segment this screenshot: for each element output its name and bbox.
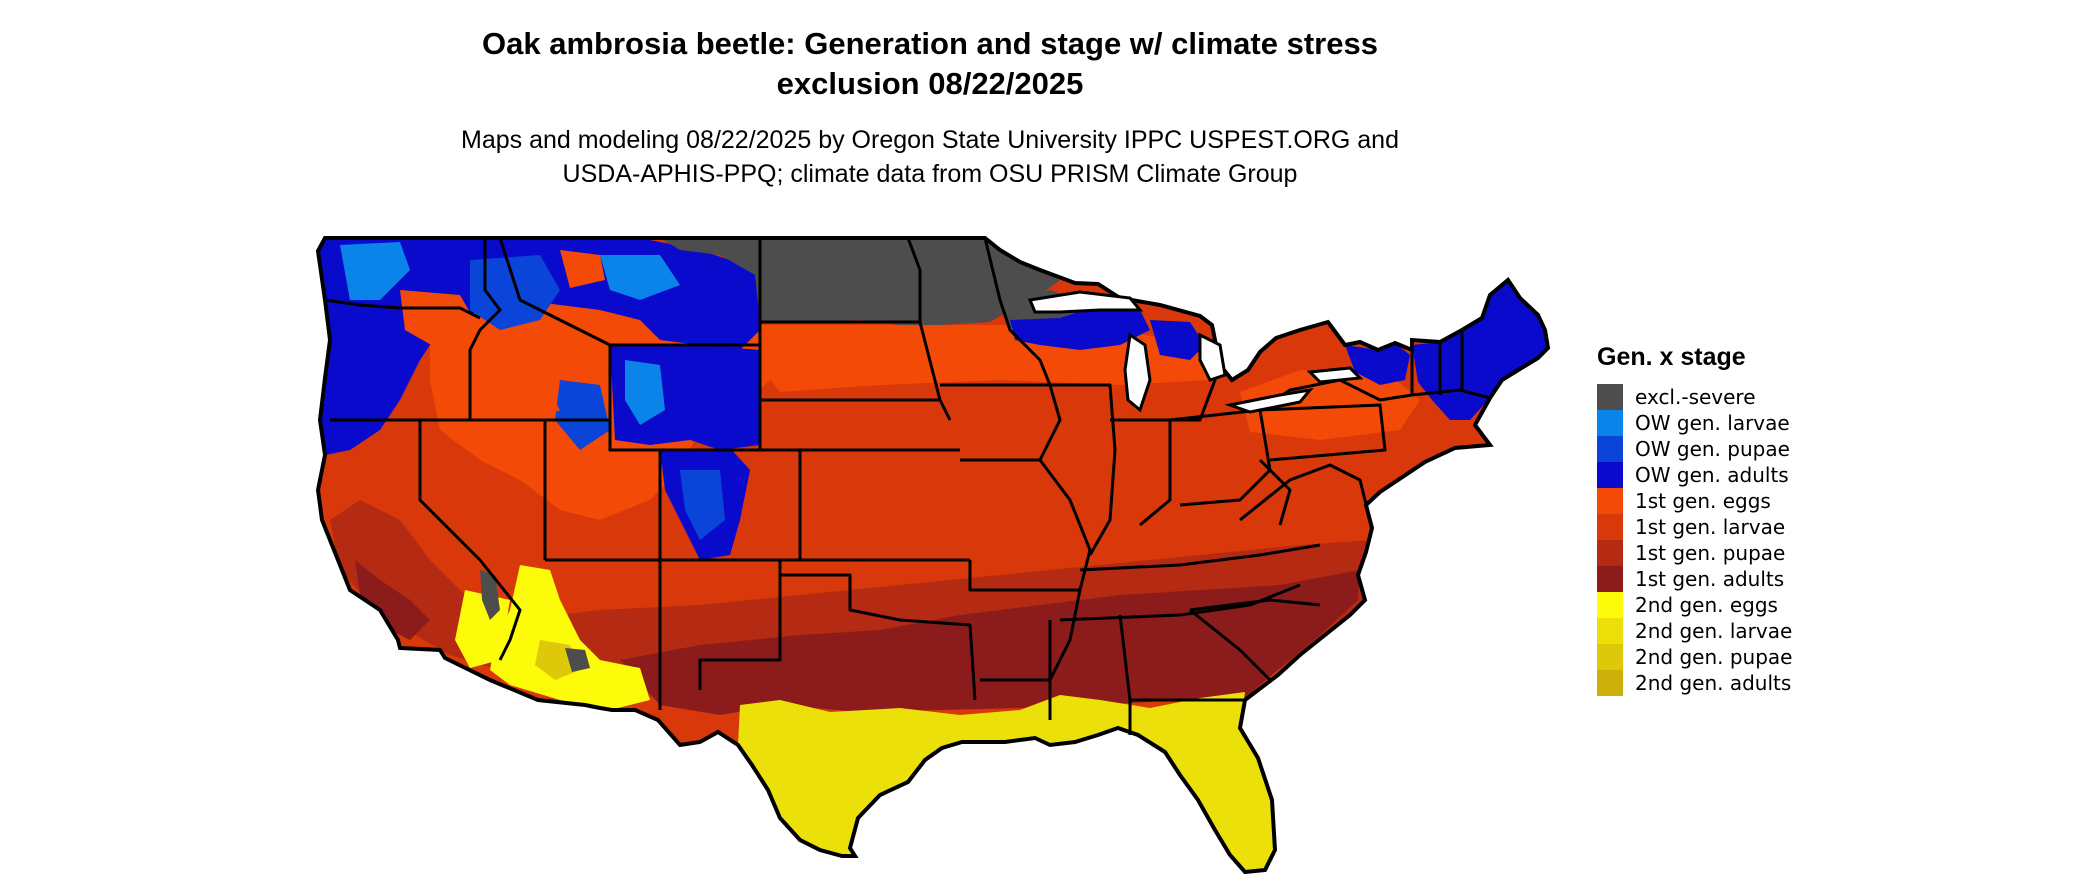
- legend-item: OW gen. adults: [1597, 462, 1857, 488]
- state-borders: [324, 236, 1491, 735]
- map-subtitle-line-2: USDA-APHIS-PPQ; climate data from OSU PR…: [562, 160, 1298, 188]
- border-wv: [1258, 458, 1292, 526]
- legend-swatch: [1597, 644, 1623, 670]
- region-adirondack-ow-adults: [1345, 343, 1410, 385]
- lake-michigan: [1123, 332, 1152, 413]
- lake-ontario: [1306, 366, 1364, 384]
- region-deep-south-1st-gen-adults: [620, 570, 1360, 715]
- legend-item: 2nd gen. pupae: [1597, 644, 1857, 670]
- border-id: [468, 238, 502, 420]
- legend-swatch: [1597, 670, 1623, 696]
- legend-label: excl.-severe: [1635, 385, 1756, 409]
- border-va: [1239, 463, 1372, 522]
- legend-label: 2nd gen. adults: [1635, 671, 1792, 695]
- legend-label: 1st gen. larvae: [1635, 515, 1786, 539]
- legend-label: 2nd gen. larvae: [1635, 619, 1793, 643]
- legend-title: Gen. x stage: [1597, 343, 1746, 371]
- region-lower-michigan-ow-adults: [1150, 320, 1205, 360]
- region-colorado-ow-pupae: [680, 470, 725, 540]
- legend-item: OW gen. pupae: [1597, 436, 1857, 462]
- legend-item: 1st gen. larvae: [1597, 514, 1857, 540]
- region-california-1st-gen-adults: [355, 560, 430, 640]
- legend-label: 1st gen. eggs: [1635, 489, 1771, 513]
- border-mn-wi: [983, 237, 1052, 386]
- legend-label: OW gen. larvae: [1635, 411, 1790, 435]
- lake-erie: [1224, 387, 1314, 414]
- region-idaho-ow-pupae: [470, 255, 560, 330]
- region-california-excluded-strip: [480, 570, 500, 620]
- map-subtitle-line-1: Maps and modeling 08/22/2025 by Oregon S…: [461, 126, 1399, 154]
- border-ok-tx: [780, 573, 977, 701]
- legend-label: OW gen. pupae: [1635, 437, 1790, 461]
- border-ky-tn: [1079, 543, 1321, 572]
- border-nm: [660, 558, 782, 690]
- lake-superior: [1027, 290, 1144, 314]
- legend-item: 1st gen. eggs: [1597, 488, 1857, 514]
- border-pa: [1259, 403, 1387, 462]
- legend-swatch: [1597, 514, 1623, 540]
- border-nc-sc: [1189, 598, 1321, 612]
- region-northeast-1st-gen-eggs: [1240, 370, 1420, 440]
- map-title-line-2: exclusion 08/22/2025: [776, 66, 1084, 101]
- legend-item: 1st gen. pupae: [1597, 540, 1857, 566]
- legend-label: 2nd gen. pupae: [1635, 645, 1793, 669]
- region-montana-ow-larvae: [600, 255, 680, 300]
- legend-item: 2nd gen. eggs: [1597, 592, 1857, 618]
- legend-swatch: [1597, 384, 1623, 410]
- border-wa-or: [324, 298, 481, 320]
- border-ca-nv: [418, 420, 522, 661]
- border-il: [1050, 383, 1117, 556]
- region-utah-ow-pupae: [555, 380, 610, 450]
- region-upper-michigan-ow-adults: [1010, 305, 1150, 350]
- region-idaho-1st-gen-eggs: [490, 375, 560, 430]
- legend-item: OW gen. larvae: [1597, 410, 1857, 436]
- legend-swatch: [1597, 618, 1623, 644]
- region-northeast-ow-adults: [1412, 280, 1548, 420]
- region-gulf-coast-2nd-gen-larvae: [738, 692, 1275, 872]
- legend-swatch: [1597, 566, 1623, 592]
- border-id-mt: [485, 236, 611, 347]
- legend-item: 2nd gen. adults: [1597, 670, 1857, 696]
- great-lakes: [1027, 290, 1364, 414]
- region-southern-arizona-2nd-gen-eggs: [490, 565, 650, 710]
- legend-label: 1st gen. adults: [1635, 567, 1785, 591]
- legend-label: 1st gen. pupae: [1635, 541, 1786, 565]
- legend-swatch: [1597, 488, 1623, 514]
- legend-label: OW gen. adults: [1635, 463, 1789, 487]
- region-montana-1st-gen-eggs: [560, 250, 605, 288]
- region-washington-ow-larvae: [340, 242, 410, 300]
- legend-swatch: [1597, 592, 1623, 618]
- border-mn: [906, 237, 942, 401]
- legend-item: 1st gen. adults: [1597, 566, 1857, 592]
- region-oregon-1st-gen-eggs: [400, 290, 480, 350]
- legend-item: excl.-severe: [1597, 384, 1857, 410]
- legend-label: 2nd gen. eggs: [1635, 593, 1778, 617]
- region-wyoming-ow-larvae: [625, 360, 665, 425]
- legend-swatch: [1597, 410, 1623, 436]
- legend-swatch: [1597, 462, 1623, 488]
- lake-huron: [1198, 332, 1227, 382]
- border-ga-sc: [1189, 608, 1272, 682]
- us-map: [316, 236, 1550, 874]
- region-arizona-excluded-patches: [565, 648, 590, 672]
- legend-item: 2nd gen. larvae: [1597, 618, 1857, 644]
- border-sd-ne: [758, 322, 952, 421]
- border-new-england: [1411, 330, 1491, 400]
- legend-swatch: [1597, 540, 1623, 566]
- map-title-line-1: Oak ambrosia beetle: Generation and stag…: [482, 26, 1378, 61]
- legend-swatch: [1597, 436, 1623, 462]
